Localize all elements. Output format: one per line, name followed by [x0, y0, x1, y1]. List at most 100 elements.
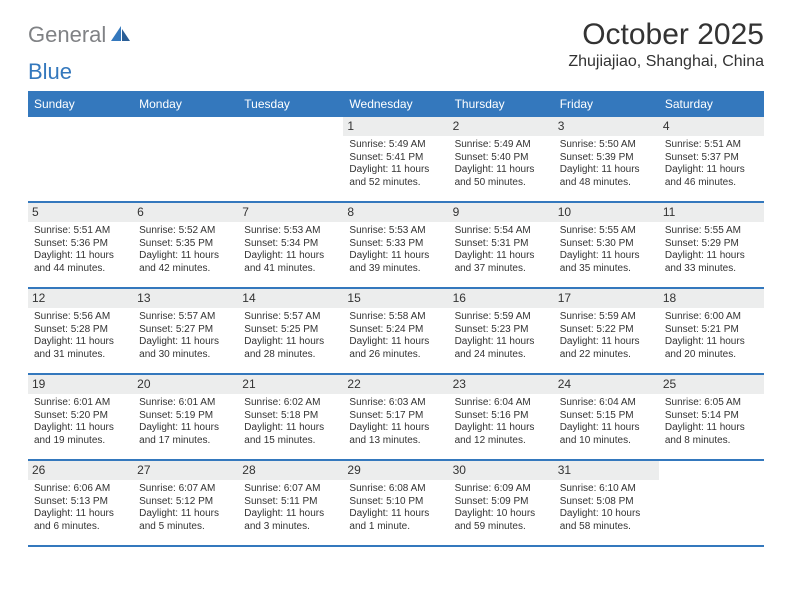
sunset-text: Sunset: 5:29 PM	[665, 238, 758, 251]
day-info: Sunrise: 6:00 AMSunset: 5:21 PMDaylight:…	[665, 311, 758, 361]
calendar-cell: 25 Sunrise: 6:05 AMSunset: 5:14 PMDayligh…	[659, 374, 764, 460]
sunset-text: Sunset: 5:18 PM	[244, 410, 337, 423]
sunrise-text: Sunrise: 5:53 AM	[349, 225, 442, 238]
day-header-row: Sunday Monday Tuesday Wednesday Thursday…	[28, 93, 764, 116]
calendar-cell: 14 Sunrise: 5:57 AMSunset: 5:25 PMDayligh…	[238, 288, 343, 374]
sunrise-text: Sunrise: 6:03 AM	[349, 397, 442, 410]
day-info: Sunrise: 6:05 AMSunset: 5:14 PMDaylight:…	[665, 397, 758, 447]
sunrise-text: Sunrise: 5:57 AM	[139, 311, 232, 324]
day-info: Sunrise: 5:50 AMSunset: 5:39 PMDaylight:…	[560, 139, 653, 189]
calendar-page: General October 2025 Zhujiajiao, Shangha…	[0, 0, 792, 557]
sunset-text: Sunset: 5:31 PM	[455, 238, 548, 251]
brand-logo: General	[28, 18, 134, 48]
calendar-cell	[28, 116, 133, 202]
day-header: Saturday	[659, 93, 764, 116]
daylight-text: Daylight: 11 hours and 26 minutes.	[349, 336, 442, 361]
day-info: Sunrise: 5:53 AMSunset: 5:33 PMDaylight:…	[349, 225, 442, 275]
sunrise-text: Sunrise: 5:52 AM	[139, 225, 232, 238]
sunrise-text: Sunrise: 6:09 AM	[455, 483, 548, 496]
sunrise-text: Sunrise: 6:08 AM	[349, 483, 442, 496]
day-info: Sunrise: 5:56 AMSunset: 5:28 PMDaylight:…	[34, 311, 127, 361]
daylight-text: Daylight: 11 hours and 48 minutes.	[560, 164, 653, 189]
sunset-text: Sunset: 5:19 PM	[139, 410, 232, 423]
day-number: 19	[28, 375, 133, 394]
calendar-cell	[133, 116, 238, 202]
page-title: October 2025	[568, 18, 764, 51]
calendar-cell: 11Sunrise: 5:55 AMSunset: 5:29 PMDayligh…	[659, 202, 764, 288]
calendar-cell: 17Sunrise: 5:59 AMSunset: 5:22 PMDayligh…	[554, 288, 659, 374]
calendar-cell: 9Sunrise: 5:54 AMSunset: 5:31 PMDaylight…	[449, 202, 554, 288]
day-number: 4	[659, 117, 764, 136]
day-number: 25	[659, 375, 764, 394]
sunrise-text: Sunrise: 6:07 AM	[244, 483, 337, 496]
calendar-body: 1 Sunrise: 5:49 AMSunset: 5:41 PMDaylight…	[28, 116, 764, 546]
calendar-cell: 6Sunrise: 5:52 AMSunset: 5:35 PMDaylight…	[133, 202, 238, 288]
day-info: Sunrise: 5:53 AMSunset: 5:34 PMDaylight:…	[244, 225, 337, 275]
sunrise-text: Sunrise: 6:10 AM	[560, 483, 653, 496]
calendar-cell: 13Sunrise: 5:57 AMSunset: 5:27 PMDayligh…	[133, 288, 238, 374]
day-info: Sunrise: 6:07 AMSunset: 5:11 PMDaylight:…	[244, 483, 337, 533]
daylight-text: Daylight: 11 hours and 31 minutes.	[34, 336, 127, 361]
sunset-text: Sunset: 5:17 PM	[349, 410, 442, 423]
sunset-text: Sunset: 5:11 PM	[244, 496, 337, 509]
day-info: Sunrise: 6:01 AMSunset: 5:20 PMDaylight:…	[34, 397, 127, 447]
sunset-text: Sunset: 5:25 PM	[244, 324, 337, 337]
day-info: Sunrise: 5:57 AMSunset: 5:25 PMDaylight:…	[244, 311, 337, 361]
day-header: Sunday	[28, 93, 133, 116]
calendar-cell: 29Sunrise: 6:08 AMSunset: 5:10 PMDayligh…	[343, 460, 448, 546]
sunset-text: Sunset: 5:34 PM	[244, 238, 337, 251]
day-number: 27	[133, 461, 238, 480]
daylight-text: Daylight: 11 hours and 41 minutes.	[244, 250, 337, 275]
calendar-cell: 31Sunrise: 6:10 AMSunset: 5:08 PMDayligh…	[554, 460, 659, 546]
calendar-cell: 24Sunrise: 6:04 AMSunset: 5:15 PMDayligh…	[554, 374, 659, 460]
day-info: Sunrise: 5:49 AMSunset: 5:41 PMDaylight:…	[349, 139, 442, 189]
sunrise-text: Sunrise: 5:53 AM	[244, 225, 337, 238]
day-number: 14	[238, 289, 343, 308]
day-header: Tuesday	[238, 93, 343, 116]
day-header: Friday	[554, 93, 659, 116]
calendar-row: 19 Sunrise: 6:01 AMSunset: 5:20 PMDayligh…	[28, 374, 764, 460]
day-info: Sunrise: 6:04 AMSunset: 5:16 PMDaylight:…	[455, 397, 548, 447]
sunrise-text: Sunrise: 5:58 AM	[349, 311, 442, 324]
day-number: 28	[238, 461, 343, 480]
calendar-cell: 26Sunrise: 6:06 AMSunset: 5:13 PMDayligh…	[28, 460, 133, 546]
calendar-cell: 19 Sunrise: 6:01 AMSunset: 5:20 PMDayligh…	[28, 374, 133, 460]
calendar-cell: 5Sunrise: 5:51 AMSunset: 5:36 PMDaylight…	[28, 202, 133, 288]
sunrise-text: Sunrise: 5:57 AM	[244, 311, 337, 324]
day-info: Sunrise: 5:51 AMSunset: 5:37 PMDaylight:…	[665, 139, 758, 189]
day-number: 12	[28, 289, 133, 308]
sunrise-text: Sunrise: 6:01 AM	[34, 397, 127, 410]
day-number: 1	[343, 117, 448, 136]
calendar-cell: 2Sunrise: 5:49 AMSunset: 5:40 PMDaylight…	[449, 116, 554, 202]
calendar-cell	[238, 116, 343, 202]
calendar-cell: 1 Sunrise: 5:49 AMSunset: 5:41 PMDaylight…	[343, 116, 448, 202]
daylight-text: Daylight: 11 hours and 33 minutes.	[665, 250, 758, 275]
calendar-row: 12 Sunrise: 5:56 AMSunset: 5:28 PMDayligh…	[28, 288, 764, 374]
day-number: 30	[449, 461, 554, 480]
sunset-text: Sunset: 5:13 PM	[34, 496, 127, 509]
day-info: Sunrise: 5:57 AMSunset: 5:27 PMDaylight:…	[139, 311, 232, 361]
day-number: 24	[554, 375, 659, 394]
sunrise-text: Sunrise: 5:51 AM	[665, 139, 758, 152]
calendar-cell: 20Sunrise: 6:01 AMSunset: 5:19 PMDayligh…	[133, 374, 238, 460]
sunset-text: Sunset: 5:28 PM	[34, 324, 127, 337]
day-number: 15	[343, 289, 448, 308]
day-header: Monday	[133, 93, 238, 116]
sunrise-text: Sunrise: 5:50 AM	[560, 139, 653, 152]
calendar-cell: 16Sunrise: 5:59 AMSunset: 5:23 PMDayligh…	[449, 288, 554, 374]
calendar-cell: 30Sunrise: 6:09 AMSunset: 5:09 PMDayligh…	[449, 460, 554, 546]
day-info: Sunrise: 6:07 AMSunset: 5:12 PMDaylight:…	[139, 483, 232, 533]
day-header: Thursday	[449, 93, 554, 116]
sunset-text: Sunset: 5:39 PM	[560, 152, 653, 165]
sunset-text: Sunset: 5:10 PM	[349, 496, 442, 509]
calendar-cell: 7Sunrise: 5:53 AMSunset: 5:34 PMDaylight…	[238, 202, 343, 288]
calendar-cell: 28 Sunrise: 6:07 AMSunset: 5:11 PMDayligh…	[238, 460, 343, 546]
day-number: 8	[343, 203, 448, 222]
day-info: Sunrise: 6:06 AMSunset: 5:13 PMDaylight:…	[34, 483, 127, 533]
sunrise-text: Sunrise: 5:55 AM	[560, 225, 653, 238]
sunset-text: Sunset: 5:37 PM	[665, 152, 758, 165]
day-info: Sunrise: 5:55 AMSunset: 5:30 PMDaylight:…	[560, 225, 653, 275]
daylight-text: Daylight: 11 hours and 24 minutes.	[455, 336, 548, 361]
calendar-row: 1 Sunrise: 5:49 AMSunset: 5:41 PMDaylight…	[28, 116, 764, 202]
sunrise-text: Sunrise: 6:01 AM	[139, 397, 232, 410]
